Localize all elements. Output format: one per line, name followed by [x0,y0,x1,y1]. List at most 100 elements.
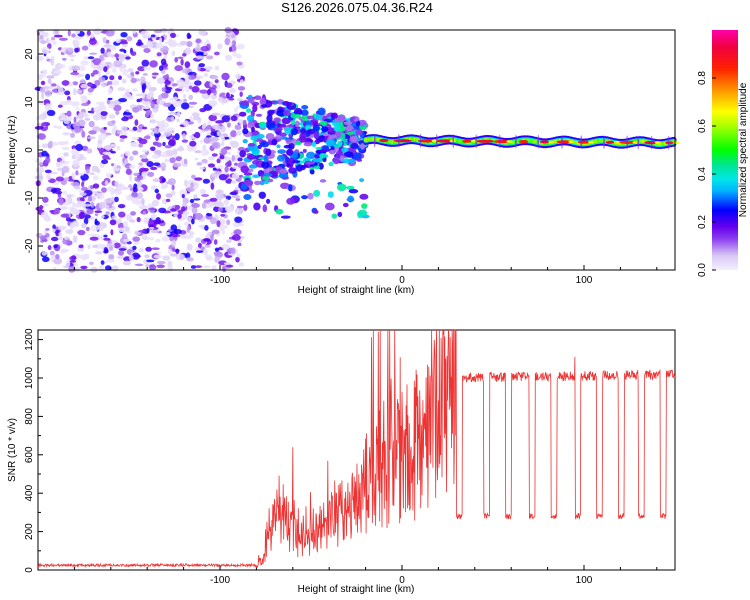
spectrogram-cell [235,73,241,80]
spectrogram-cell [235,198,241,201]
spectrogram-cell [121,116,129,122]
spectrogram-cell [196,51,204,56]
spectrogram-cell [226,219,231,226]
spectrogram-cell [140,30,150,36]
spectrogram-cell [98,133,107,141]
spectrogram-cell [275,208,284,215]
spectrogram-cell [73,88,77,96]
spectrogram-cell [130,77,137,84]
spectrogram-cell [233,229,242,236]
spectrogram-cell [262,175,269,181]
spectrogram-x-label: Height of straight line (km) [298,285,415,296]
spectrogram-cell [164,41,173,45]
spectrogram-cell [74,47,79,53]
spectrogram-cell [107,151,111,156]
spectrogram-cell [148,86,157,92]
spectrogram-cell [194,212,204,220]
spectrogram-cell [188,75,196,80]
spectrogram-cell [111,265,119,272]
spectrogram-cell [88,130,97,135]
spectrogram-cell [239,79,244,84]
spectrogram-cell [149,264,157,271]
spectrogram-cell [138,106,143,111]
spectrogram-cell [104,198,113,204]
spectrogram-cell [236,43,245,50]
spectrogram-cell [284,126,291,135]
spectrogram-cell [234,162,238,166]
spectrogram-cell [209,197,218,202]
spectrogram-cell [101,187,107,193]
spectrogram-cell [63,236,70,240]
spectrogram-cell [436,139,455,143]
spectrogram-cell [55,254,60,260]
spectrogram-cell [231,173,240,180]
spectrogram-cell [89,236,99,241]
spectrogram-cell [207,120,212,125]
spectrogram-cell [35,167,45,174]
spectrogram-cell [81,145,89,151]
spectrogram-cell [95,251,104,255]
spectrogram-cell [561,134,563,149]
spectrogram-cell [182,68,186,73]
spectrogram-cell [360,143,365,150]
spectrogram-cell [100,215,105,219]
spectrogram-cell [203,73,208,77]
spectrogram-cell [129,155,134,161]
spectrogram-cell [259,123,266,129]
spectrogram-cell [280,215,291,219]
spectrogram-cell [225,55,231,59]
spectrogram-cell [419,133,422,148]
spectrogram-cell [56,125,63,130]
spectrogram-cell [182,163,188,167]
spectrogram-cell [637,135,639,150]
spectrogram-cell [63,152,69,157]
spectrogram-cell [100,260,105,265]
spectrogram-cell [243,179,254,186]
spectrogram-cell [314,154,321,159]
spectrogram-cell [69,207,79,215]
spectrogram-cell [319,179,327,183]
colorbar-tick-label: 0.0 [697,263,708,277]
spectrogram-cell [173,96,178,102]
spectrogram-cell [120,125,128,132]
spectrogram-cell [117,204,126,209]
spectrogram-cell [109,75,115,81]
spectrogram-cell [63,116,72,122]
spectrogram-cell [220,147,228,155]
spectrogram-cell [218,207,223,212]
spectrogram-cell [113,125,118,131]
spectrogram-cell [117,227,126,233]
spectrogram-cell [93,28,102,35]
spectrogram-cell [153,162,161,166]
spectrogram-cell [156,193,161,200]
spectrogram-cell [100,111,108,116]
spectrogram-cell [151,199,160,207]
spectrogram-cell [63,120,70,125]
spectrogram-cell [165,193,173,198]
spectrogram-cell [673,141,680,145]
spectrogram-cell [150,34,156,38]
spectrogram-cell [350,135,359,143]
spectrogram-cell [239,91,243,97]
spectrogram-cell [163,122,169,128]
spectrogram-cell [239,111,247,117]
spectrogram-cell [53,70,63,74]
spectrogram-cell [99,61,108,67]
spectrogram-cell [67,47,74,52]
spectrogram-cell [189,81,194,87]
spectrogram-cell [393,139,412,143]
spectrogram-cell [161,177,166,183]
spectrogram-y-tick-label: 20 [24,48,35,60]
snr-y-tick-label: 400 [24,484,35,501]
spectrogram-cell [170,32,176,39]
spectrogram-cell [69,260,77,263]
spectrogram-cell [379,138,389,143]
spectrogram-cell [167,127,175,131]
spectrogram-cell [80,102,90,107]
spectrogram-cell [286,102,293,106]
spectrogram-cell [49,250,55,256]
spectrogram-cell [122,68,128,76]
spectrogram-cell [53,125,58,129]
spectrogram-cell [110,54,115,58]
spectrogram-cell [210,131,217,136]
